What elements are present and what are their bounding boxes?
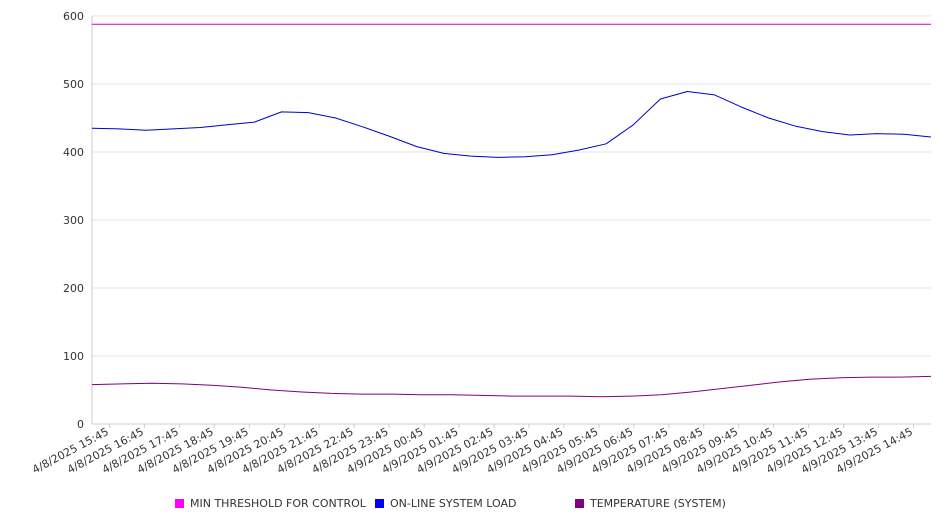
legend-item-temperature[interactable]: TEMPERATURE (SYSTEM) bbox=[575, 497, 726, 510]
series-lines bbox=[91, 23, 932, 398]
y-tick-label: 0 bbox=[77, 418, 84, 431]
gridlines bbox=[92, 15, 931, 357]
legend-label-min-threshold: MIN THRESHOLD FOR CONTROL bbox=[190, 497, 366, 510]
legend-item-min-threshold[interactable]: MIN THRESHOLD FOR CONTROL bbox=[175, 497, 366, 510]
y-tick-labels: 0 100 200 300 400 500 600 bbox=[63, 10, 84, 431]
axes bbox=[91, 16, 931, 428]
legend: MIN THRESHOLD FOR CONTROL ON-LINE SYSTEM… bbox=[0, 497, 946, 517]
y-tick-label: 400 bbox=[63, 146, 84, 159]
y-tick-label: 200 bbox=[63, 282, 84, 295]
y-tick-label: 600 bbox=[63, 10, 84, 23]
legend-label-system-load: ON-LINE SYSTEM LOAD bbox=[390, 497, 517, 510]
legend-label-temperature: TEMPERATURE (SYSTEM) bbox=[590, 497, 726, 510]
y-tick-label: 500 bbox=[63, 78, 84, 91]
legend-swatch-min-threshold bbox=[175, 499, 184, 508]
x-tick-labels: 4/8/2025 15:454/8/2025 16:454/8/2025 17:… bbox=[30, 425, 915, 476]
legend-swatch-temperature bbox=[575, 499, 584, 508]
legend-item-system-load[interactable]: ON-LINE SYSTEM LOAD bbox=[375, 497, 516, 510]
series-line-1 bbox=[91, 91, 932, 158]
legend-swatch-system-load bbox=[375, 499, 384, 508]
y-tick-label: 300 bbox=[63, 214, 84, 227]
series-line-2 bbox=[91, 375, 932, 398]
y-tick-label: 100 bbox=[63, 350, 84, 363]
